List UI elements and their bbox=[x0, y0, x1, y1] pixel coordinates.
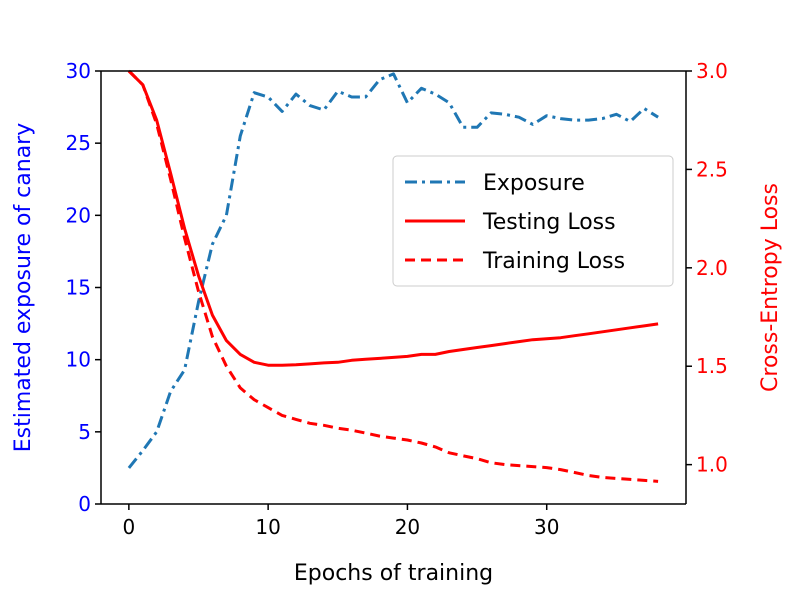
left-y-tick-label: 20 bbox=[66, 203, 91, 227]
left-y-tick-label: 10 bbox=[66, 348, 91, 372]
x-tick-label: 10 bbox=[255, 515, 280, 539]
left-y-axis-label: Estimated exposure of canary bbox=[11, 123, 36, 452]
left-y-tick-label: 25 bbox=[66, 131, 91, 155]
legend: Exposure Testing Loss Training Loss bbox=[392, 155, 674, 287]
legend-box bbox=[392, 155, 674, 287]
legend-label-exposure: Exposure bbox=[483, 171, 585, 196]
series-line-exposure bbox=[127, 72, 659, 469]
legend-label-training-loss: Training Loss bbox=[482, 249, 625, 274]
ticks-layer: 0 10 20 30 0 5 10 15 20 25 30 1.0 1.5 2.0 2.5 3.0 bbox=[66, 59, 728, 539]
series-line-testing-loss bbox=[127, 69, 659, 367]
right-y-tick-label: 2.0 bbox=[696, 256, 728, 280]
left-y-tick-label: 30 bbox=[66, 59, 91, 83]
right-y-tick-label: 3.0 bbox=[696, 59, 728, 83]
legend-label-testing-loss: Testing Loss bbox=[482, 210, 616, 235]
x-axis-label: Epochs of training bbox=[294, 561, 493, 586]
series-layer bbox=[127, 69, 659, 483]
left-y-tick-label: 5 bbox=[78, 420, 91, 444]
left-y-tick-label: 15 bbox=[66, 276, 91, 300]
right-y-tick-label: 1.0 bbox=[696, 453, 728, 477]
left-y-tick-label: 0 bbox=[78, 492, 91, 516]
series-line-training-loss bbox=[127, 69, 659, 483]
right-y-tick-label: 2.5 bbox=[696, 157, 728, 181]
x-tick-label: 0 bbox=[122, 515, 135, 539]
x-tick-label: 20 bbox=[395, 515, 420, 539]
right-y-tick-label: 1.5 bbox=[696, 354, 728, 378]
x-tick-label: 30 bbox=[534, 515, 559, 539]
right-y-axis-label: Cross-Entropy Loss bbox=[758, 183, 783, 392]
